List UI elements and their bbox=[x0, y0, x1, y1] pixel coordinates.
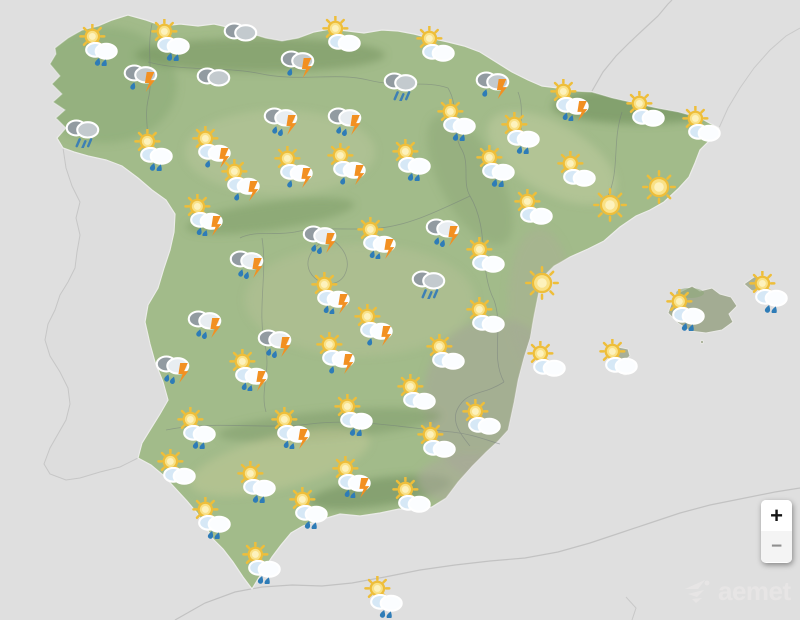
africa-border-line bbox=[625, 596, 637, 620]
cabrera-island bbox=[699, 339, 705, 345]
formentera-island bbox=[622, 370, 628, 376]
aemet-logo: aemet bbox=[683, 577, 791, 605]
zoom-in-button[interactable]: + bbox=[761, 500, 792, 531]
aemet-logo-icon bbox=[685, 580, 710, 603]
france-med-coastline bbox=[718, 27, 800, 129]
france-coastline bbox=[591, 0, 673, 92]
zoom-out-button[interactable]: − bbox=[761, 531, 792, 562]
map-zoom-control: + − bbox=[761, 500, 792, 563]
aemet-logo-text: aemet bbox=[718, 576, 791, 606]
africa-coastline bbox=[174, 487, 800, 620]
